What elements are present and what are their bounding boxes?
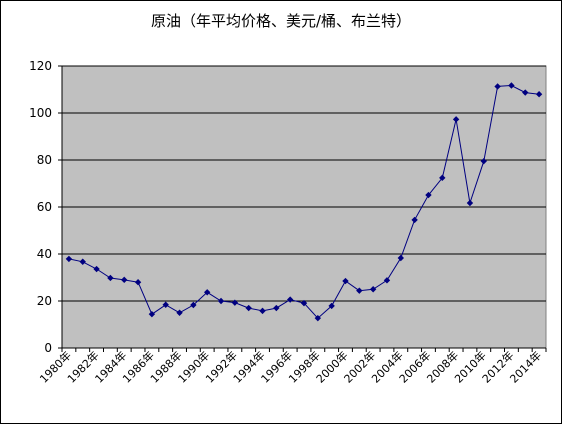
data-point bbox=[466, 199, 474, 207]
data-point bbox=[190, 301, 197, 309]
data-point bbox=[342, 277, 349, 285]
chart-title: 原油（年平均价格、美元/桶、布兰特） bbox=[150, 12, 412, 30]
data-point bbox=[522, 89, 529, 96]
x-tick-label: 2014年 bbox=[507, 348, 544, 385]
y-axis: 0 20 40 60 80 100 120 bbox=[29, 59, 63, 355]
data-point bbox=[535, 91, 543, 98]
data-point bbox=[121, 276, 128, 284]
data-point bbox=[508, 82, 515, 89]
data-point bbox=[134, 279, 142, 286]
y-tick-label: 60 bbox=[37, 200, 52, 214]
data-point bbox=[245, 304, 252, 312]
data-point bbox=[286, 296, 294, 303]
data-point bbox=[65, 255, 73, 263]
data-point bbox=[148, 310, 156, 318]
data-point bbox=[480, 157, 487, 165]
y-tick-label: 0 bbox=[44, 341, 52, 355]
data-point bbox=[397, 254, 404, 262]
data-point bbox=[369, 286, 377, 293]
data-point bbox=[259, 307, 266, 315]
data-point bbox=[300, 299, 308, 307]
data-point bbox=[93, 265, 100, 273]
data-point bbox=[231, 299, 239, 306]
y-tick-label: 40 bbox=[37, 247, 52, 261]
data-point bbox=[273, 304, 280, 312]
data-point bbox=[162, 301, 169, 308]
data-point bbox=[411, 216, 418, 224]
data-point bbox=[425, 191, 432, 199]
price-series bbox=[65, 82, 543, 322]
data-point bbox=[383, 277, 391, 284]
y-tick-label: 80 bbox=[37, 153, 52, 167]
data-point bbox=[204, 289, 211, 296]
data-point bbox=[439, 174, 446, 182]
x-axis: 1980年1982年1984年1986年1988年1990年1992年1994年… bbox=[37, 347, 547, 386]
y-tick-label: 100 bbox=[29, 106, 52, 120]
data-point bbox=[452, 116, 460, 123]
data-point bbox=[494, 83, 501, 90]
y-tick-label: 20 bbox=[37, 294, 52, 308]
data-point bbox=[328, 302, 335, 310]
y-tick-label: 120 bbox=[29, 59, 52, 73]
data-point bbox=[107, 274, 114, 282]
grid-lines bbox=[62, 65, 546, 302]
data-point bbox=[217, 297, 225, 305]
data-point bbox=[79, 258, 86, 265]
data-point bbox=[314, 314, 322, 322]
data-point bbox=[176, 309, 183, 316]
data-point bbox=[356, 287, 363, 294]
